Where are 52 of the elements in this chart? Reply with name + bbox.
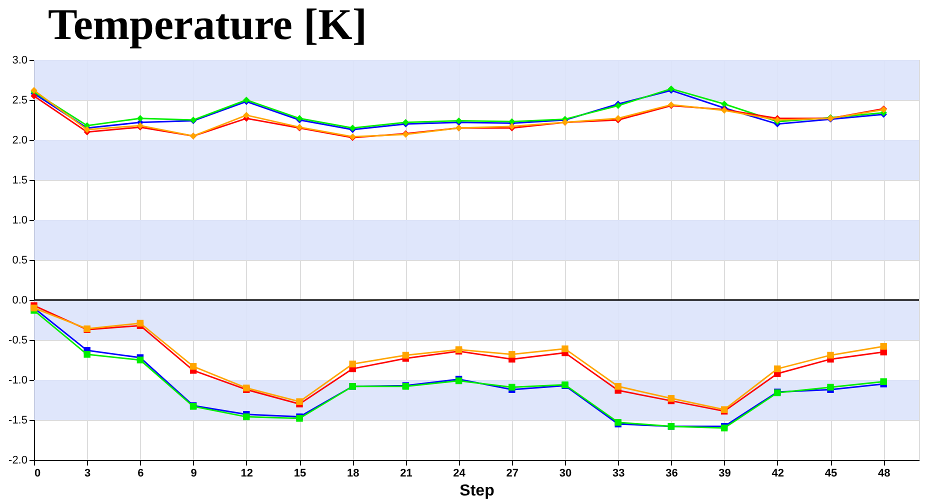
y-tick-label: -1.5	[8, 414, 28, 426]
point	[614, 383, 622, 390]
y-tick-label: -2.0	[8, 454, 28, 466]
x-tick-label: 42	[772, 468, 784, 480]
point	[136, 115, 144, 122]
point	[508, 351, 516, 358]
y-tick-label: 3.0	[12, 54, 28, 66]
y-tick-label: 0.5	[12, 254, 28, 266]
point	[349, 360, 356, 368]
chart-title: Temperature [K]	[48, 0, 367, 49]
y-tick-label: 2.0	[12, 134, 28, 146]
y-tick-label: -0.5	[8, 334, 28, 346]
point	[880, 343, 887, 350]
point	[136, 320, 144, 327]
y-tick-label: 2.5	[12, 94, 28, 106]
x-tick-label: 33	[612, 468, 625, 480]
x-tick-label: 9	[190, 468, 197, 480]
x-tick-label: 12	[240, 468, 254, 480]
y-tick-label: -1.0	[8, 374, 28, 386]
x-tick-label: 36	[666, 468, 678, 480]
x-tick-label: 27	[506, 468, 519, 480]
x-tick-label: 24	[453, 468, 466, 480]
x-tick-label: 30	[559, 468, 572, 480]
x-tick-label: 45	[824, 468, 838, 480]
y-tick-label: 1.0	[12, 214, 28, 226]
point	[30, 92, 38, 100]
point	[402, 352, 410, 359]
point	[720, 100, 728, 108]
point	[668, 395, 675, 402]
point	[296, 398, 303, 405]
point	[827, 384, 834, 391]
x-tick-label: 15	[294, 468, 306, 480]
y-tick-label: 0.0	[12, 294, 28, 306]
point	[84, 351, 90, 358]
x-tick-label: 18	[346, 468, 360, 480]
point	[774, 365, 781, 372]
point	[243, 112, 250, 119]
x-axis-title: Step	[460, 482, 495, 500]
point	[243, 413, 250, 420]
point	[136, 356, 144, 364]
point	[827, 352, 834, 359]
x-tick-label: 39	[718, 468, 731, 480]
point	[880, 378, 887, 385]
point	[190, 363, 197, 370]
point	[562, 345, 568, 352]
x-tick-label: 0	[34, 468, 41, 480]
x-tick-label: 48	[878, 468, 890, 480]
y-tick-label: 1.5	[12, 174, 28, 186]
x-tick-label: 6	[138, 468, 144, 480]
point	[508, 384, 516, 391]
x-tick-label: 21	[400, 468, 412, 480]
x-tick-label: 3	[84, 468, 91, 480]
